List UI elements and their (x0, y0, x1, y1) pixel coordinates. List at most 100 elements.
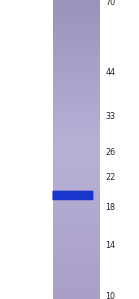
Text: 18: 18 (106, 203, 116, 212)
Bar (53, 138, 100, 140)
Bar (53, 65, 100, 66)
Bar (53, 32, 100, 33)
Bar (53, 185, 100, 186)
Bar (53, 192, 100, 193)
Bar (53, 57, 100, 58)
Text: 33: 33 (106, 112, 116, 121)
Bar (53, 14, 100, 15)
Bar (53, 254, 100, 255)
Text: 44: 44 (106, 68, 116, 77)
Bar (53, 186, 100, 187)
Bar (53, 270, 100, 271)
Bar (53, 170, 100, 171)
Bar (53, 246, 100, 247)
Bar (53, 280, 100, 281)
Bar (53, 141, 100, 143)
Bar (53, 25, 100, 26)
Bar (53, 89, 100, 90)
Bar (53, 269, 100, 270)
Bar (53, 267, 100, 268)
Bar (53, 238, 100, 239)
Bar (53, 106, 100, 107)
Bar (53, 33, 100, 34)
Bar (53, 23, 100, 24)
Bar (53, 92, 100, 93)
Bar (53, 35, 100, 36)
Bar (53, 8, 100, 9)
Bar (53, 229, 100, 230)
Bar (53, 80, 100, 81)
Bar (53, 135, 100, 137)
Bar (53, 218, 100, 219)
Bar (53, 181, 100, 182)
Bar (53, 251, 100, 252)
Bar (53, 150, 100, 152)
Bar (53, 60, 100, 61)
Bar (53, 162, 100, 164)
Bar (53, 149, 100, 150)
Bar (53, 6, 100, 7)
Bar (53, 26, 100, 27)
Bar (53, 250, 100, 251)
Bar (53, 257, 100, 258)
Bar (53, 102, 100, 103)
Bar (53, 298, 100, 299)
Bar (53, 117, 100, 118)
Bar (53, 247, 100, 248)
Bar (53, 174, 100, 176)
Bar (53, 64, 100, 65)
Bar (53, 74, 100, 75)
Bar (53, 70, 100, 71)
Bar (53, 115, 100, 116)
Bar (53, 9, 100, 10)
Bar (53, 101, 100, 102)
Bar (53, 110, 100, 111)
Bar (53, 199, 100, 200)
Bar (53, 290, 100, 291)
Bar (53, 12, 100, 13)
Bar (53, 88, 100, 89)
Bar (53, 119, 100, 120)
Bar (53, 103, 100, 104)
Bar (53, 30, 100, 31)
Text: 70: 70 (106, 0, 116, 7)
Bar (53, 7, 100, 8)
Bar (53, 193, 100, 194)
Bar (53, 207, 100, 208)
Bar (53, 291, 100, 292)
Text: 22: 22 (106, 173, 116, 182)
Bar (53, 11, 100, 12)
Bar (53, 268, 100, 269)
Bar (53, 20, 100, 21)
Bar (53, 46, 100, 47)
Bar (53, 165, 100, 167)
Bar (53, 53, 100, 54)
Bar (53, 282, 100, 283)
Bar (53, 183, 100, 184)
Bar (53, 86, 100, 87)
Bar (53, 107, 100, 108)
Bar (53, 215, 100, 216)
Bar (53, 51, 100, 52)
Bar (53, 253, 100, 254)
Bar (53, 104, 100, 105)
Bar (53, 36, 100, 37)
Bar (53, 297, 100, 298)
Bar (53, 18, 100, 19)
Bar (53, 242, 100, 243)
Bar (53, 248, 100, 249)
Bar (53, 212, 100, 213)
Bar (53, 173, 100, 174)
Bar (53, 54, 100, 55)
Bar (53, 184, 100, 185)
Bar (53, 224, 100, 225)
Bar (53, 285, 100, 286)
Bar (53, 114, 100, 115)
Bar (53, 239, 100, 240)
Bar (53, 277, 100, 278)
Bar (53, 223, 100, 224)
Bar (53, 83, 100, 84)
Bar (53, 49, 100, 50)
Bar (53, 293, 100, 294)
Bar (53, 52, 100, 53)
